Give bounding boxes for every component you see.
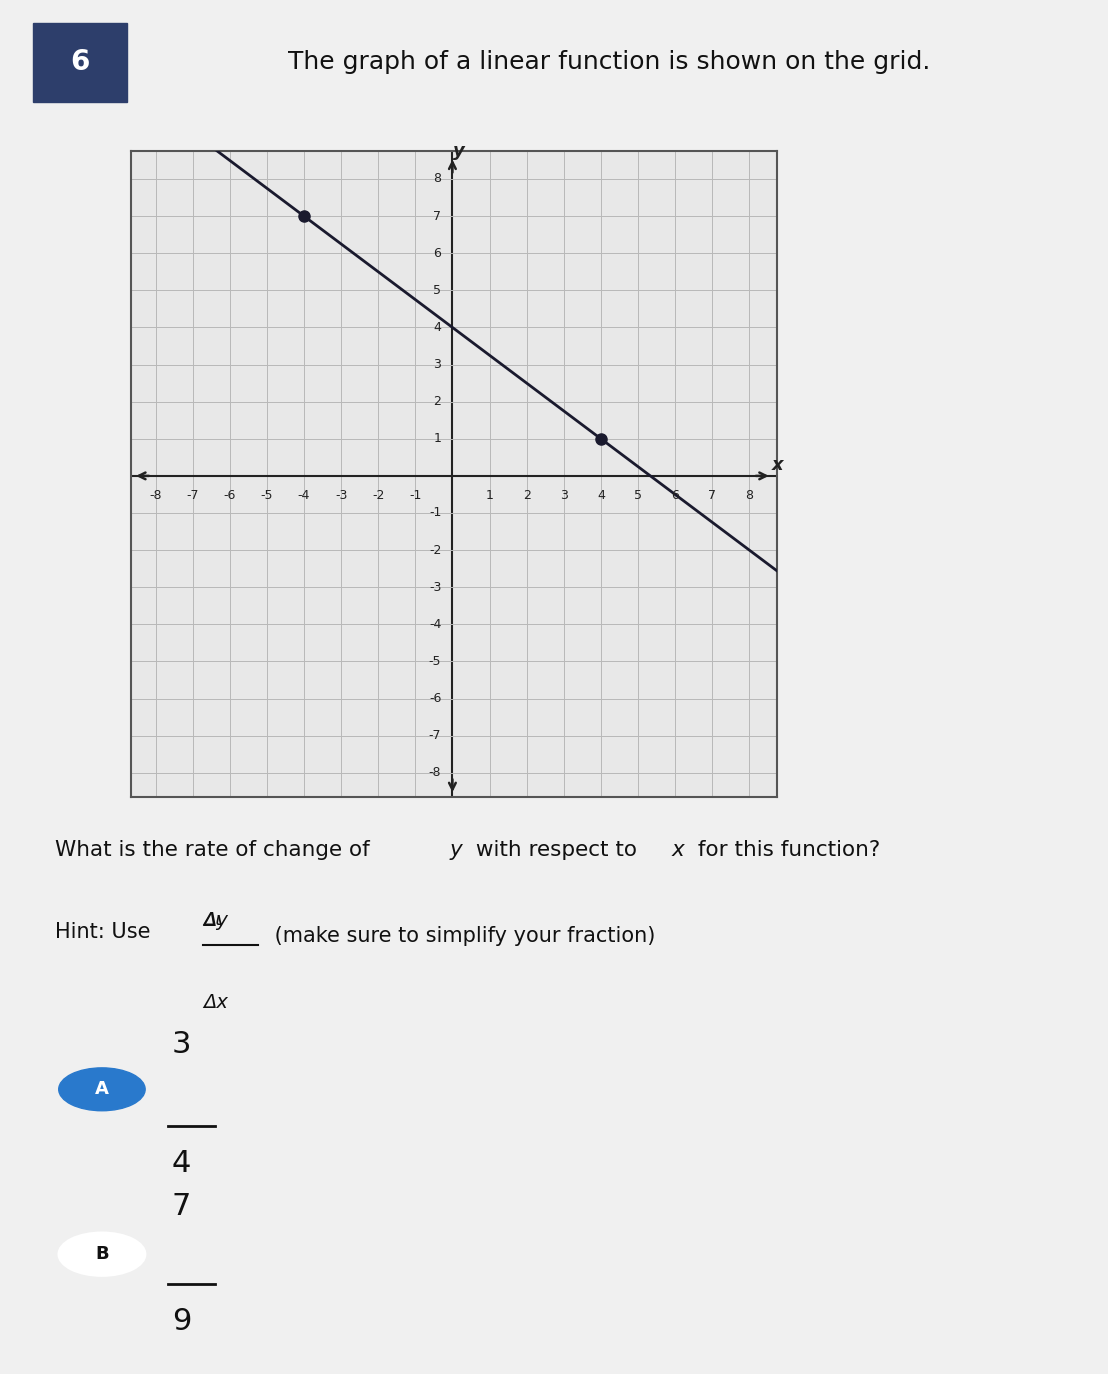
Text: -1: -1 [429, 507, 441, 519]
Text: A: A [95, 1080, 109, 1098]
Text: 4: 4 [597, 489, 605, 502]
Text: Δι: Δι [203, 911, 222, 929]
Text: -3: -3 [429, 581, 441, 594]
Text: -8: -8 [150, 489, 162, 502]
Text: for this function?: for this function? [690, 840, 880, 860]
Text: -2: -2 [372, 489, 384, 502]
Circle shape [59, 1232, 145, 1275]
Text: (make sure to simplify your fraction): (make sure to simplify your fraction) [268, 926, 655, 947]
Text: Δy: Δy [203, 911, 228, 930]
Text: 8: 8 [746, 489, 753, 502]
Text: -7: -7 [186, 489, 198, 502]
Text: 5: 5 [634, 489, 642, 502]
Text: 7: 7 [433, 210, 441, 223]
Text: 6: 6 [433, 247, 441, 260]
Text: 6: 6 [70, 48, 90, 76]
Text: -4: -4 [429, 618, 441, 631]
Text: -5: -5 [260, 489, 273, 502]
Text: 2: 2 [433, 396, 441, 408]
Text: 3: 3 [172, 1030, 192, 1059]
Text: -6: -6 [429, 692, 441, 705]
Text: 9: 9 [172, 1307, 191, 1336]
Text: -3: -3 [335, 489, 347, 502]
Text: The graph of a linear function is shown on the grid.: The graph of a linear function is shown … [288, 49, 931, 74]
Text: 7: 7 [172, 1191, 191, 1220]
Text: -6: -6 [224, 489, 236, 502]
Text: 5: 5 [433, 284, 441, 297]
Text: 1: 1 [485, 489, 493, 502]
Text: 1: 1 [433, 433, 441, 445]
Text: 4: 4 [172, 1149, 191, 1178]
Text: -5: -5 [429, 655, 441, 668]
Text: 3: 3 [433, 359, 441, 371]
Text: y: y [453, 142, 465, 161]
Circle shape [59, 1068, 145, 1110]
Text: Hint: Use: Hint: Use [55, 922, 164, 943]
Text: -1: -1 [409, 489, 421, 502]
Text: 6: 6 [671, 489, 679, 502]
Text: 7: 7 [708, 489, 716, 502]
Text: 2: 2 [523, 489, 531, 502]
Text: 3: 3 [560, 489, 567, 502]
Text: -2: -2 [429, 544, 441, 556]
Text: 4: 4 [433, 322, 441, 334]
Text: -4: -4 [298, 489, 310, 502]
Text: 8: 8 [433, 173, 441, 185]
Text: -8: -8 [429, 767, 441, 779]
FancyBboxPatch shape [33, 23, 127, 102]
Text: y: y [450, 840, 462, 860]
Text: x: x [671, 840, 685, 860]
Text: x: x [771, 456, 783, 474]
Text: -7: -7 [429, 730, 441, 742]
Text: B: B [95, 1245, 109, 1263]
Text: Δx: Δx [203, 993, 228, 1013]
Text: with respect to: with respect to [470, 840, 644, 860]
Text: What is the rate of change of: What is the rate of change of [55, 840, 377, 860]
